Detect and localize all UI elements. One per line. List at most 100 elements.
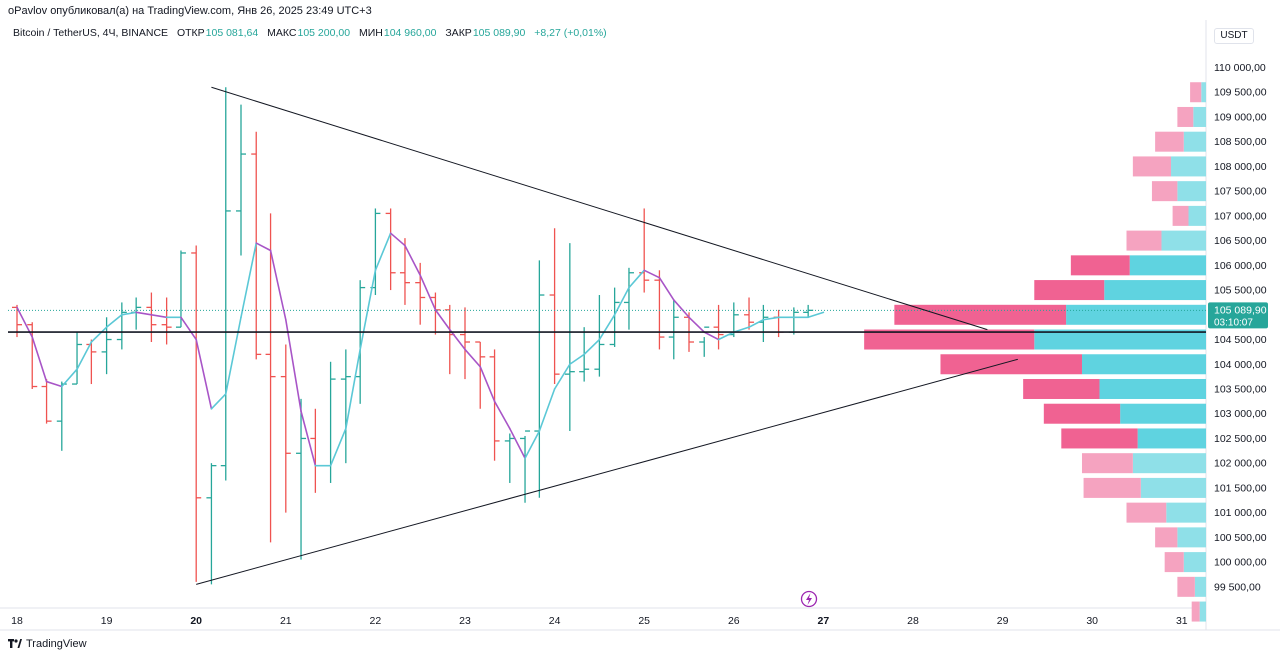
moving-average-segment xyxy=(553,363,571,390)
moving-average-segment xyxy=(643,269,661,279)
moving-average-segment xyxy=(180,316,197,341)
moving-average-segment xyxy=(479,365,496,403)
price-tick-label: 100 500,00 xyxy=(1214,532,1267,544)
moving-average-segment xyxy=(60,368,78,388)
drawings xyxy=(8,86,1206,585)
time-tick-label: 29 xyxy=(997,615,1009,627)
moving-average-segment xyxy=(688,316,706,333)
brand-name: TradingView xyxy=(26,638,87,650)
moving-average-segment xyxy=(121,311,137,316)
symbol-title[interactable]: Bitcoin / TetherUS, 4Ч, BINANCE xyxy=(13,27,169,39)
moving-average-segment xyxy=(404,244,422,277)
price-tick-label: 107 000,00 xyxy=(1214,210,1267,222)
time-tick-label: 21 xyxy=(280,615,292,627)
volume-profile-down-bar xyxy=(1177,106,1194,127)
price-tick-label: 104 500,00 xyxy=(1214,334,1267,346)
last-price-value: 105 089,90 xyxy=(1214,304,1267,316)
time-tick-label: 27 xyxy=(818,615,830,627)
moving-average-segment xyxy=(374,232,392,272)
moving-average-segment xyxy=(762,316,780,321)
close-label: ЗАКР xyxy=(445,27,472,39)
volume-profile-up-bar xyxy=(1177,181,1206,202)
open-label: ОТКР xyxy=(176,27,205,39)
volume-profile-down-bar xyxy=(1155,527,1178,548)
volume-profile-up-bar xyxy=(1066,304,1206,325)
volume-profile-down-bar xyxy=(1155,131,1184,152)
time-tick-label: 30 xyxy=(1086,615,1098,627)
change-value: +8,27 (+0,01%) xyxy=(534,27,607,39)
moving-average-segment xyxy=(105,313,123,328)
price-tick-label: 102 000,00 xyxy=(1214,458,1267,470)
moving-average-segment xyxy=(434,309,451,331)
currency-selector[interactable]: USDT xyxy=(1214,28,1254,44)
close-value: 105 089,90 xyxy=(472,27,526,39)
volume-profile-up-bar xyxy=(1183,131,1206,152)
volume-profile-up-bar xyxy=(1081,354,1206,375)
volume-profile-down-bar xyxy=(1172,205,1189,226)
moving-average-segment xyxy=(240,242,258,319)
volume-profile-down-bar xyxy=(1043,403,1121,424)
price-tick-label: 103 500,00 xyxy=(1214,383,1267,395)
time-tick-label: 26 xyxy=(728,615,740,627)
time-tick-label: 20 xyxy=(190,615,202,627)
moving-average-segment xyxy=(329,427,347,467)
volume-profile-up-bar xyxy=(1120,403,1206,424)
volume-profile-up-bar xyxy=(1188,205,1206,226)
price-tick-label: 100 000,00 xyxy=(1214,557,1267,569)
volume-profile-down-bar xyxy=(1034,280,1105,301)
high-value: 105 200,00 xyxy=(297,27,351,39)
grid xyxy=(0,20,1280,631)
price-tick-label: 105 500,00 xyxy=(1214,285,1267,297)
moving-average-segment xyxy=(210,393,227,410)
volume-profile-up-bar xyxy=(1193,106,1206,127)
triangle-lower-line xyxy=(196,358,1018,585)
volume-profile-up-bar xyxy=(1183,552,1206,573)
moving-average-segment xyxy=(732,326,750,333)
volume-profile-down-bar xyxy=(1151,181,1178,202)
volume-profile-down-bar xyxy=(1061,428,1138,449)
moving-average-segment xyxy=(269,249,287,321)
price-tick-label: 108 000,00 xyxy=(1214,161,1267,173)
time-tick-label: 31 xyxy=(1176,615,1188,627)
moving-average-segment xyxy=(45,380,63,388)
volume-profile-down-bar xyxy=(1132,156,1172,177)
volume-profile-up-bar xyxy=(1166,502,1206,523)
moving-average-segment xyxy=(135,311,153,316)
time-tick-label: 25 xyxy=(638,615,650,627)
volume-profile-down-bar xyxy=(864,329,1035,350)
moving-average-segment xyxy=(255,242,272,252)
open-value: 105 081,64 xyxy=(205,27,259,39)
volume-profile-up-bar xyxy=(1177,527,1206,548)
time-tick-label: 19 xyxy=(101,615,113,627)
triangle-upper-line xyxy=(211,86,988,331)
moving-average-segment xyxy=(195,338,213,410)
moving-average-segment xyxy=(284,318,302,413)
tradingview-brand[interactable]: TradingView xyxy=(8,637,87,651)
low-label: МИН xyxy=(358,27,383,39)
price-tick-label: 106 500,00 xyxy=(1214,235,1267,247)
price-tick-label: 106 000,00 xyxy=(1214,260,1267,272)
volume-profile-up-bar xyxy=(1104,280,1206,301)
volume-profile xyxy=(864,82,1206,622)
volume-profile-up-bar xyxy=(1171,156,1206,177)
lightning-icon[interactable] xyxy=(800,590,818,608)
moving-average-segment xyxy=(300,410,317,467)
price-axis[interactable]: 110 000,00 109 500,00 109 000,00 108 500,00… xyxy=(1208,62,1268,593)
volume-profile-up-bar xyxy=(1137,428,1206,449)
price-tick-label: 108 500,00 xyxy=(1214,136,1267,148)
time-axis[interactable]: 18 19 20 21 22 23 24 25 26 27 28 29 30 31 xyxy=(11,615,1188,627)
moving-average-segment xyxy=(717,331,735,341)
price-tick-label: 99 500,00 xyxy=(1214,581,1261,593)
moving-average-segment xyxy=(748,318,765,328)
moving-average-segment xyxy=(493,400,511,430)
volume-profile-up-bar xyxy=(1199,601,1206,622)
moving-average-segment xyxy=(150,313,168,319)
moving-average-segment xyxy=(224,316,242,395)
ohlc-bars xyxy=(12,87,814,585)
price-tick-label: 109 000,00 xyxy=(1214,111,1267,123)
moving-average-segment xyxy=(672,299,690,319)
last-price-tag xyxy=(1208,302,1268,329)
volume-profile-down-bar xyxy=(1126,502,1167,523)
volume-profile-up-bar xyxy=(1034,329,1206,350)
